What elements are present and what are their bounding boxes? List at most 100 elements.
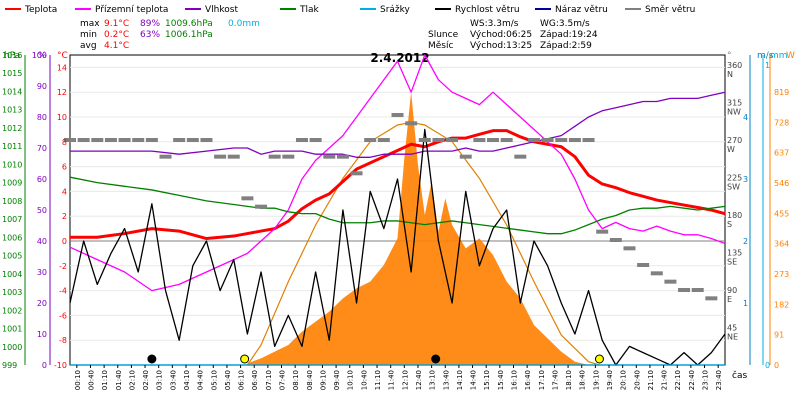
rain-tick: 0 bbox=[765, 361, 770, 370]
x-axis-label: čas bbox=[732, 370, 747, 381]
solar-tick: 728 bbox=[774, 118, 789, 127]
x-tick-label: 10:40 bbox=[360, 370, 368, 390]
pressure-tick: 1004 bbox=[2, 270, 22, 279]
wind-direction-compass-tick: N bbox=[727, 70, 733, 79]
solar-tick: 364 bbox=[774, 240, 789, 249]
x-tick-label: 01:10 bbox=[101, 370, 109, 390]
wind-direction-dot bbox=[255, 204, 268, 209]
humidity-tick: 70 bbox=[37, 144, 47, 153]
wind-direction-dot bbox=[91, 138, 104, 142]
pressure-tick: 1003 bbox=[2, 288, 22, 297]
x-tick-label: 13:40 bbox=[442, 370, 450, 390]
x-tick-label: 18:40 bbox=[579, 370, 587, 390]
pressure-tick: 1006 bbox=[2, 233, 22, 242]
wind-direction-deg-tick: 225 bbox=[727, 174, 742, 183]
wind-direction-dot bbox=[227, 154, 240, 159]
wind-direction-dot bbox=[377, 138, 390, 142]
x-tick-label: 03:40 bbox=[169, 370, 177, 390]
left-axes: 1016101510141013101210111010100910081007… bbox=[2, 51, 67, 370]
stats-min-hum: 63% bbox=[140, 30, 160, 40]
wind-ws: WS:3.3m/s bbox=[470, 19, 519, 29]
legend-label: Směr větru bbox=[645, 5, 695, 15]
x-tick-label: 08:40 bbox=[306, 370, 314, 390]
stats-block: max 9.1°C 89% 1009.6hPa 0.0mm min 0.2°C … bbox=[80, 19, 598, 51]
x-tick-label: 21:40 bbox=[661, 370, 669, 390]
humidity-tick: 0 bbox=[42, 361, 47, 370]
pressure-tick: 1001 bbox=[2, 325, 22, 334]
legend-label: Rychlost větru bbox=[455, 5, 520, 15]
sunset-marker bbox=[594, 354, 604, 364]
solar-tick: 455 bbox=[774, 209, 789, 218]
x-tick-label: 17:10 bbox=[538, 370, 546, 390]
x-tick-label: 14:40 bbox=[470, 370, 478, 390]
x-tick-label: 07:40 bbox=[279, 370, 287, 390]
x-tick-label: 21:10 bbox=[647, 370, 655, 390]
stats-min-pres: 1006.1hPa bbox=[165, 30, 213, 40]
humidity-tick: 50 bbox=[37, 206, 47, 215]
wind-direction-deg-tick: 360 bbox=[727, 61, 742, 70]
pressure-tick: 1012 bbox=[2, 124, 22, 133]
wind-direction-deg-tick: 180 bbox=[727, 211, 742, 220]
wind-speed-tick: 4 bbox=[743, 113, 748, 122]
wind-direction-dot bbox=[214, 154, 227, 159]
solar-layer bbox=[246, 91, 600, 366]
sun-label: Slunce bbox=[428, 30, 459, 40]
wind-direction-dot bbox=[623, 246, 636, 251]
wind-direction-compass-tick: W bbox=[727, 145, 735, 154]
wind-direction-dot bbox=[77, 138, 90, 142]
pressure-tick: 1007 bbox=[2, 215, 22, 224]
x-tick-label: 04:40 bbox=[197, 370, 205, 390]
x-tick-label: 14:10 bbox=[456, 370, 464, 390]
stats-avg-temp: 4.1°C bbox=[104, 41, 129, 51]
wind-direction-dot bbox=[446, 138, 459, 142]
x-tick-label: 00:10 bbox=[74, 370, 82, 390]
solar-tick: 819 bbox=[774, 88, 789, 97]
x-tick-label: 09:10 bbox=[319, 370, 327, 390]
temperature-tick: 14 bbox=[57, 63, 67, 72]
solar-unit: W bbox=[786, 51, 795, 61]
wind-direction-dot bbox=[487, 138, 500, 142]
pressure-tick: 999 bbox=[2, 361, 17, 370]
wind-direction-deg-tick: 90 bbox=[727, 286, 737, 295]
wind-direction-dot bbox=[691, 288, 704, 292]
wind-direction-dot bbox=[582, 138, 595, 142]
wind-direction-compass-tick: SW bbox=[727, 183, 740, 192]
x-tick-label: 16:40 bbox=[524, 370, 532, 390]
wind-direction-dot bbox=[650, 271, 663, 276]
solar-area bbox=[247, 91, 589, 366]
wind-direction-dot bbox=[282, 154, 295, 159]
wind-direction-dot bbox=[596, 229, 609, 234]
wind-direction-compass-tick: E bbox=[727, 295, 732, 304]
wind-direction-dot bbox=[186, 138, 199, 142]
pressure-tick: 1014 bbox=[2, 87, 22, 96]
stats-max-pres: 1009.6hPa bbox=[165, 19, 213, 29]
legend-label: Vlhkost bbox=[205, 5, 238, 15]
moonrise-marker bbox=[431, 354, 441, 364]
pressure-tick: 1005 bbox=[2, 252, 22, 261]
wind-direction-deg-tick: 270 bbox=[727, 136, 742, 145]
wind-direction-deg-tick: 45 bbox=[727, 324, 737, 333]
series-layer bbox=[64, 54, 726, 366]
wind-direction-dot bbox=[637, 263, 650, 267]
wind-direction-dot bbox=[145, 138, 158, 142]
wind-direction-dot bbox=[364, 138, 377, 142]
humidity-tick: 10 bbox=[37, 330, 47, 339]
wind-direction-dot bbox=[459, 154, 472, 159]
wind-speed-tick: 2 bbox=[743, 237, 748, 246]
legend-label: Tlak bbox=[299, 5, 320, 15]
temperature-tick: -8 bbox=[59, 336, 67, 345]
temperature-tick: -2 bbox=[59, 262, 67, 271]
pressure-tick: 1002 bbox=[2, 306, 22, 315]
x-tick-label: 23:10 bbox=[702, 370, 710, 390]
wind-direction-dot bbox=[173, 138, 186, 142]
wind-direction-dot bbox=[132, 138, 145, 142]
humidity-tick: 30 bbox=[37, 268, 47, 277]
temperature-tick: 4 bbox=[62, 187, 67, 196]
x-tick-label: 20:10 bbox=[620, 370, 628, 390]
temperature-unit: °C bbox=[57, 51, 68, 61]
temperature-tick: -6 bbox=[59, 311, 67, 320]
x-tick-label: 12:10 bbox=[401, 370, 409, 390]
rain-unit: mm bbox=[770, 51, 788, 61]
